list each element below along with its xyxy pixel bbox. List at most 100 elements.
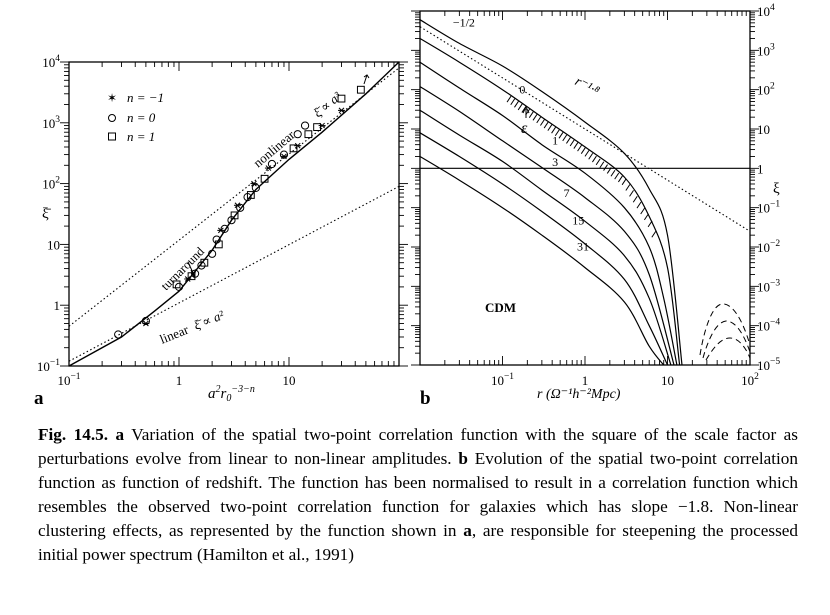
panel-a-line-nonlinear bbox=[68, 67, 400, 327]
hatch-mark bbox=[562, 134, 568, 142]
panel-b-plot: 10−1 1 10 10210−510−410−310−210−11101021031… bbox=[411, 3, 780, 409]
data-point-circle bbox=[212, 235, 221, 244]
y-tick-label: 104 bbox=[757, 3, 775, 19]
hatch-mark bbox=[651, 230, 657, 238]
y-tick-label: 104 bbox=[42, 54, 60, 70]
hatch-mark bbox=[632, 195, 638, 203]
y-tick-label: 10 bbox=[47, 237, 60, 252]
data-point-circle bbox=[174, 282, 184, 291]
hatch-mark bbox=[514, 101, 519, 108]
annotation-linear-eq: ξ̄ ∝ a² bbox=[192, 307, 228, 333]
data-point-circle bbox=[293, 130, 302, 139]
panel-a-lines bbox=[68, 61, 400, 367]
curve-label: 1 bbox=[552, 133, 558, 147]
caption-fig-label: Fig. 14.5. bbox=[38, 425, 109, 444]
legend-marker-circle bbox=[108, 114, 116, 122]
y-tick-label: 10−1 bbox=[37, 358, 60, 374]
panel-a-label: a bbox=[34, 388, 44, 409]
data-point-circle bbox=[279, 150, 289, 159]
panel-b-frame bbox=[419, 10, 751, 366]
panel-a-line-fit bbox=[68, 61, 400, 367]
caption-a-ref: a bbox=[115, 425, 125, 444]
data-point-square bbox=[214, 240, 223, 249]
data-point-square bbox=[289, 144, 298, 153]
x-tick-label: 10−1 bbox=[57, 372, 80, 388]
hatch-mark bbox=[610, 169, 616, 177]
data-point-circle bbox=[251, 183, 260, 192]
panel-b-hatched-segment bbox=[506, 95, 657, 238]
hatch-mark bbox=[558, 132, 564, 139]
y-tick-label: 102 bbox=[42, 176, 60, 192]
hatch-mark bbox=[636, 201, 642, 209]
data-point-circle bbox=[197, 261, 206, 270]
y-tick-label: 103 bbox=[757, 42, 775, 58]
hatch-mark bbox=[517, 103, 523, 111]
curve-label: 0 bbox=[519, 83, 525, 97]
hatch-mark bbox=[551, 126, 556, 134]
annotation-linear: linear bbox=[158, 322, 192, 347]
dashed-curve-1 bbox=[699, 303, 751, 356]
turnaround-arrowhead bbox=[190, 268, 197, 279]
data-point-star bbox=[264, 165, 272, 171]
x-tick-label: 102 bbox=[741, 372, 759, 388]
slope-label: r⁻¹·⁸ bbox=[572, 74, 602, 99]
panel-a-frame bbox=[68, 61, 400, 367]
panel-a-xlabel: a2r0−3−n bbox=[208, 384, 255, 404]
data-point-circle bbox=[220, 224, 229, 233]
y-tick-label: 10−4 bbox=[757, 318, 780, 334]
figure-caption: Fig. 14.5. a Variation of the spatial tw… bbox=[38, 423, 798, 567]
legend-entry-n-1: n = 1 bbox=[127, 129, 155, 144]
hatch-mark bbox=[647, 220, 653, 228]
x-tick-label: 10 bbox=[283, 373, 296, 388]
panel-b-curve bbox=[419, 37, 681, 366]
hatch-mark bbox=[625, 184, 631, 191]
legend-entry-n-minus-1: n = −1 bbox=[127, 90, 164, 105]
epsilon-arrowhead bbox=[522, 105, 530, 114]
panel-b-curve bbox=[419, 61, 678, 366]
data-point-square bbox=[200, 258, 209, 267]
y-tick-label: 10−2 bbox=[757, 239, 780, 255]
upper-arrow bbox=[363, 74, 370, 85]
y-tick-label: 10−3 bbox=[757, 278, 780, 294]
y-tick-label: 10 bbox=[757, 122, 770, 137]
panel-b-lines bbox=[419, 19, 751, 366]
legend-marker-square bbox=[108, 132, 116, 141]
data-point-square bbox=[230, 211, 239, 220]
y-tick-label: 10−1 bbox=[757, 200, 780, 216]
hatch-mark bbox=[606, 167, 612, 174]
hatch-mark bbox=[580, 147, 586, 154]
data-point-square bbox=[337, 94, 346, 103]
caption-text-2: Evolution of the spatial two-point corre… bbox=[38, 449, 798, 540]
data-point-square bbox=[172, 280, 181, 289]
x-tick-label: 1 bbox=[582, 373, 589, 388]
hatch-mark bbox=[617, 175, 623, 183]
y-tick-label: 10−5 bbox=[757, 357, 780, 373]
hatch-mark bbox=[547, 124, 553, 131]
data-point-star bbox=[250, 180, 258, 187]
panel-b-xlabel: r (Ω⁻¹h⁻²Mpc) bbox=[537, 387, 621, 402]
curve-label: 15 bbox=[572, 213, 584, 227]
hatch-mark bbox=[584, 150, 590, 157]
hatch-mark bbox=[599, 161, 605, 169]
y-tick-label: 102 bbox=[757, 82, 775, 98]
annotation-nonlinear-eq: ξ̄ ∝ a³ bbox=[310, 88, 344, 120]
curve-label: 7 bbox=[564, 186, 570, 200]
panel-b-curve-labels: −1/2 0 1 3 715 31 bbox=[453, 16, 589, 254]
dashed-curve-2 bbox=[702, 320, 751, 359]
turnaround-arrow bbox=[187, 261, 195, 276]
data-point-circle bbox=[114, 330, 123, 339]
panel-b-ticks bbox=[411, 10, 759, 366]
annotation-nonlinear: nonlinear bbox=[250, 127, 298, 170]
caption-b-ref: b bbox=[458, 449, 468, 468]
hatch-mark bbox=[528, 111, 534, 118]
hatch-mark bbox=[621, 178, 627, 186]
data-point-square bbox=[246, 191, 255, 199]
legend-marker-star: ✶ bbox=[107, 91, 117, 105]
panel-b-reference-line bbox=[419, 26, 751, 232]
data-point-star bbox=[337, 107, 345, 114]
panel-b-curve bbox=[419, 86, 675, 366]
curve-label: 31 bbox=[577, 239, 589, 253]
data-point-circle bbox=[141, 316, 150, 326]
y-tick-label: 103 bbox=[42, 115, 60, 131]
hatch-mark bbox=[595, 158, 601, 166]
